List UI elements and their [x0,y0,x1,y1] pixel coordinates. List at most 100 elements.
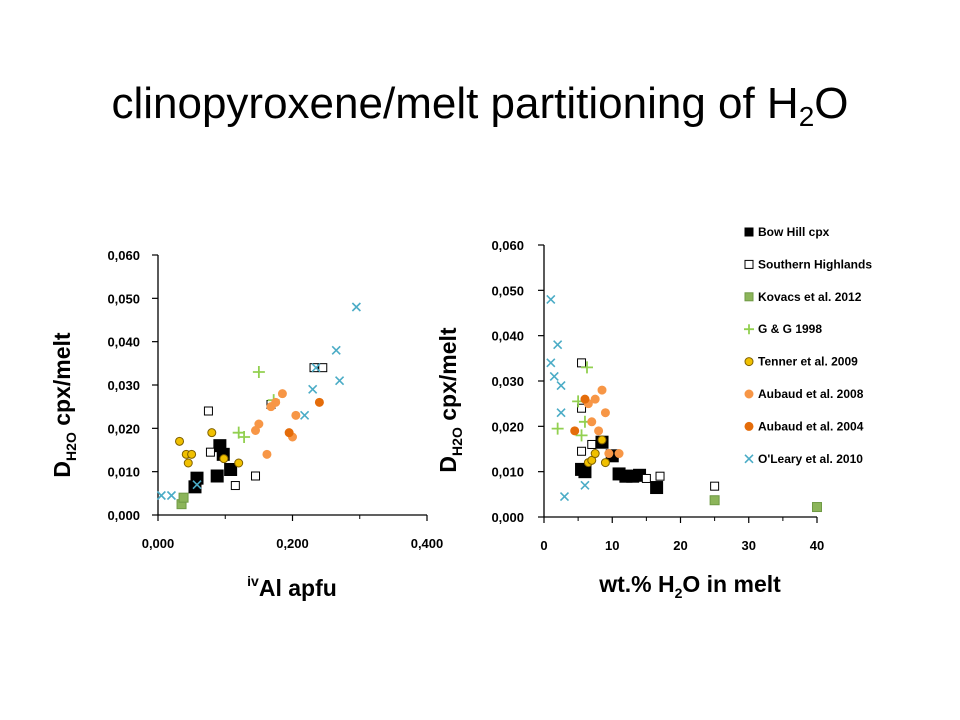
y-tick-label: 0,040 [107,335,140,350]
data-point [335,376,345,386]
y-axis-title-main: D [435,456,461,473]
data-point [650,481,664,495]
legend-item-aubaud-et-al-2004: Aubaud et al. 2004 [744,419,864,433]
y-tick-label: 0,010 [491,465,524,480]
x-tick-label: 30 [742,538,756,553]
data-point [314,397,324,407]
legend-label: O'Leary et al. 2010 [758,452,863,466]
data-point [318,363,328,373]
series-southern-highlands [577,358,720,491]
y-axis-title: DH2O cpx/melt [435,327,465,472]
data-point [262,449,272,459]
data-point [351,302,361,312]
chart-right: 0,000 0,010 0,020 0,030 0,040 0,050 0,060 0 10 20… [435,238,824,601]
data-point [546,294,556,304]
data-point [190,471,204,485]
data-point [580,480,590,490]
series-tenner-et-al-2009 [175,428,244,468]
legend-marker [744,389,754,399]
data-point [277,389,287,399]
x-axis-title-superscript: iv [247,573,259,589]
data-point [587,439,597,449]
legend-label: Bow Hill cpx [758,225,830,239]
x-tick-label: 0,000 [142,536,175,551]
y-tick-label: 0,060 [491,238,524,253]
data-point [570,426,580,436]
x-axis-title: ivAl apfu [247,573,337,601]
legend-label: Aubaud et al. 2008 [758,387,864,401]
data-point [156,490,166,501]
legend-label: Kovacs et al. 2012 [758,290,862,304]
series-kovacs-et-al-2012 [176,492,189,510]
data-point [577,403,587,413]
y-axis-title: DH2O cpx/melt [49,332,79,477]
data-point [549,371,559,382]
chart-left: 0,000 0,010 0,020 0,030 0,040 0,050 0,060 0,000… [49,248,443,601]
data-point [709,495,720,506]
data-point [284,428,294,438]
y-tick-label: 0,000 [491,510,524,525]
y-tick-label: 0,050 [107,291,140,306]
data-point [205,447,215,457]
data-point [556,408,566,418]
legend-label: G & G 1998 [758,322,822,336]
data-point [311,363,321,373]
legend-marker [744,292,754,302]
x-tick-label: 20 [673,538,687,553]
y-tick-label: 0,020 [107,421,140,436]
data-point [578,465,592,479]
legend-label: Southern Highlands [758,257,872,271]
data-point [577,358,587,368]
data-point [587,417,597,427]
data-point [251,471,261,481]
data-point [192,480,202,490]
data-point [556,380,566,391]
legend-item-kovacs-et-al-2012: Kovacs et al. 2012 [744,290,862,304]
x-tick-label: 40 [810,538,824,553]
legend: Bow Hill cpx Southern Highlands Kovacs et … [744,225,872,466]
legend-item-bow-hill-cpx: Bow Hill cpx [744,225,830,239]
legend-item-g-g-1998: G & G 1998 [744,322,822,336]
series-aubaud-et-al-2004 [570,394,590,436]
x-axis-title-subscript: 2 [675,585,683,601]
legend-marker [744,227,754,237]
data-point [577,446,587,456]
y-tick-label: 0,020 [491,419,524,434]
legend-marker [744,421,754,431]
data-point [187,449,197,459]
series-aubaud-et-al-2008 [583,385,624,459]
y-tick-label: 0,050 [491,283,524,298]
data-point [203,406,213,416]
data-point [600,408,610,418]
data-point [710,481,720,491]
data-point [254,419,264,429]
y-axis-title-subscript: H2O [63,432,79,461]
legend-item-southern-highlands: Southern Highlands [744,257,872,271]
data-point [224,463,238,476]
x-tick-label: 0 [540,538,547,553]
legend-item-o-leary-et-al-2010: O'Leary et al. 2010 [744,452,863,466]
slide-title: clinopyroxene/melt partitioning of H2O [0,76,960,132]
data-point [546,358,556,368]
data-point [575,429,588,442]
data-point [590,394,600,404]
data-point [230,481,240,491]
x-axis-title: wt.% H2O in melt [598,571,781,601]
x-axis-title-main: Al apfu [259,575,337,601]
data-point [614,449,624,459]
data-point [331,345,341,355]
legend-label: Tenner et al. 2009 [758,355,858,369]
data-point [175,436,185,446]
title-main: clinopyroxene/melt partitioning of H [111,79,799,128]
data-point [166,490,177,501]
x-axis-title-main: wt.% H [598,571,674,597]
title-subscript: 2 [798,101,815,132]
y-axis-title-main: D [49,461,75,478]
data-point [300,410,310,420]
data-point [207,428,217,438]
data-point [271,397,281,407]
y-axis-title-subscript: H2O [449,427,465,456]
y-tick-label: 0,040 [491,329,524,344]
series-tenner-et-al-2009 [583,435,610,468]
